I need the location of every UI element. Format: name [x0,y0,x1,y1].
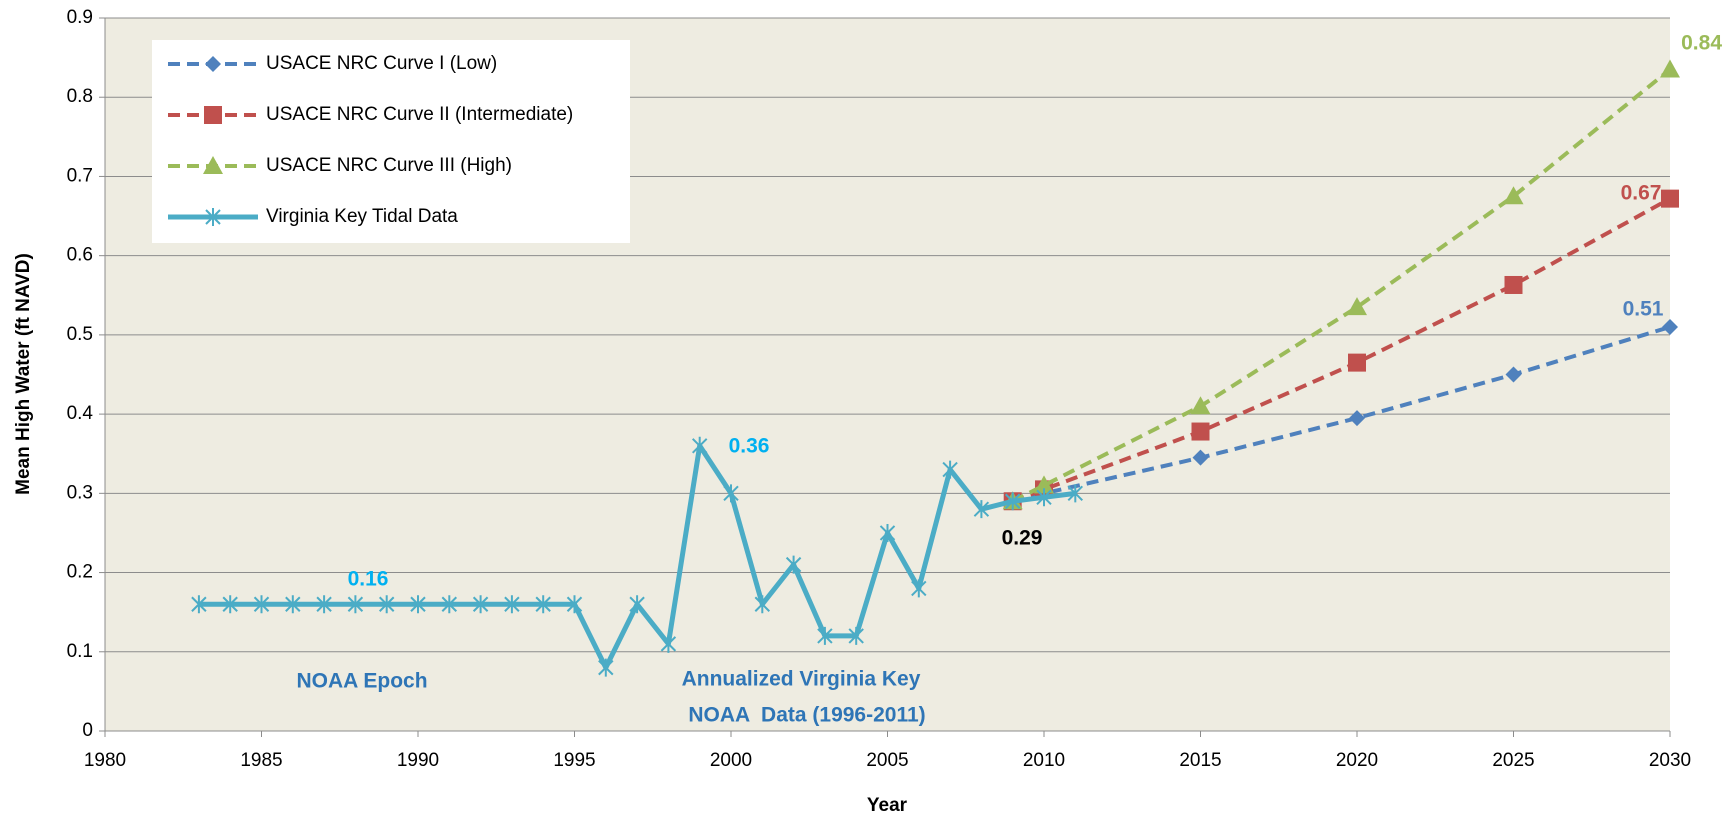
annotation: 0.67 [1621,182,1662,205]
marker [316,595,332,614]
annotation: 0.29 [1002,527,1043,550]
marker [1034,475,1054,494]
legend-label: USACE NRC Curve I (Low) [266,53,497,74]
marker [1348,353,1366,372]
x-tick-label: 2020 [1336,750,1378,771]
annotation: 0.16 [348,568,389,591]
x-tick-label: 2015 [1179,750,1221,771]
marker [535,595,551,614]
marker [1347,297,1367,316]
annotation: 0.36 [729,435,770,458]
marker [723,484,739,503]
marker [1067,484,1084,503]
marker [205,208,221,226]
marker [472,595,489,614]
marker [629,595,645,614]
marker [911,579,927,598]
marker [973,500,990,519]
marker [598,658,614,677]
marker [441,595,458,614]
marker [879,523,896,542]
marker [222,595,238,614]
marker [191,595,207,614]
x-tick-label: 1990 [397,750,439,771]
marker [1503,186,1524,205]
y-tick-label: 0.5 [67,324,93,345]
marker [410,595,426,614]
y-tick-label: 0.8 [67,86,93,107]
marker [566,595,583,614]
marker [817,626,833,645]
marker [205,56,221,72]
marker [253,595,270,614]
y-tick-label: 0 [82,720,93,741]
marker [754,595,771,614]
y-tick-label: 0.7 [67,165,93,186]
marker [1191,422,1210,441]
marker [378,595,395,614]
x-tick-label: 1985 [240,750,282,771]
marker [203,156,223,174]
y-tick-label: 0.9 [67,7,93,28]
marker [1504,275,1523,294]
marker [1190,396,1211,415]
y-tick-label: 0.1 [67,641,93,662]
x-tick-label: 2005 [866,750,908,771]
marker [1660,59,1680,78]
annotation: 0.84 [1681,32,1722,55]
marker [785,555,802,574]
x-tick-label: 2030 [1649,750,1691,771]
legend-label: USACE NRC Curve II (Intermediate) [266,104,573,125]
annotation: NOAA Epoch [296,670,427,693]
marker [1661,189,1679,208]
y-tick-label: 0.6 [67,245,93,266]
marker [504,595,520,614]
marker [691,436,708,455]
legend-label: Virginia Key Tidal Data [266,206,458,227]
x-tick-label: 2025 [1492,750,1534,771]
marker [848,626,864,645]
x-tick-label: 1980 [84,750,126,771]
y-axis-label: Mean High Water (ft NAVD) [13,253,34,495]
marker [1505,366,1522,383]
x-axis-label: Year [867,795,908,816]
x-tick-label: 1995 [553,750,595,771]
x-tick-label: 2010 [1023,750,1065,771]
y-tick-label: 0.2 [67,562,93,583]
legend-box [152,40,630,243]
marker [285,595,301,614]
marker [204,106,222,124]
marker [1349,410,1365,427]
annotation: Annualized Virginia Key [682,668,921,691]
marker [942,460,958,479]
marker [1662,318,1678,335]
x-tick-label: 2000 [710,750,752,771]
annotation: 0.51 [1623,298,1664,321]
marker [1192,449,1209,466]
marker [347,595,364,614]
marker [1036,488,1052,507]
marker [1004,492,1021,511]
marker [660,634,677,653]
y-tick-label: 0.3 [67,482,93,503]
annotation: NOAA Data (1996-2011) [688,704,925,727]
y-tick-label: 0.4 [67,403,94,424]
legend-label: USACE NRC Curve III (High) [266,155,512,176]
